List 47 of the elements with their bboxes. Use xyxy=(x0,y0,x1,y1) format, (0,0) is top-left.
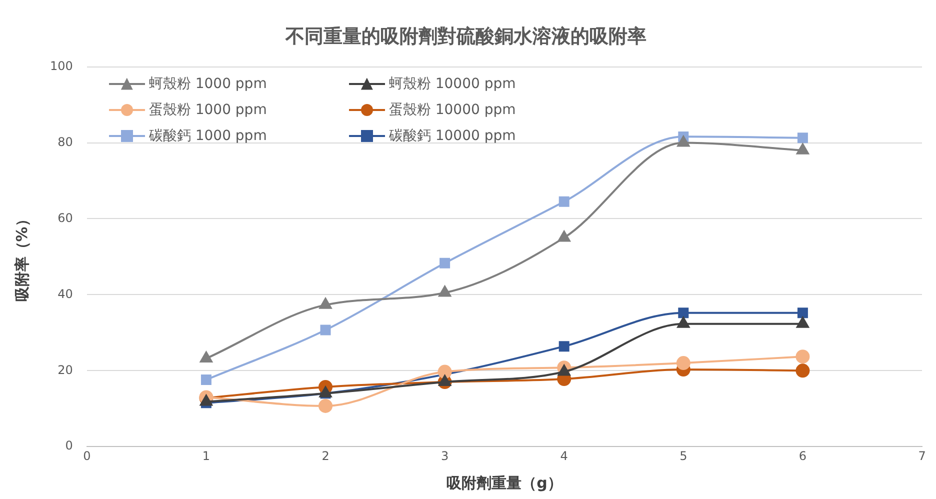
x-tick-label: 5 xyxy=(680,448,688,463)
point xyxy=(677,136,690,147)
x-tick-label: 7 xyxy=(918,448,926,463)
point xyxy=(796,350,810,364)
point xyxy=(796,143,809,154)
point xyxy=(438,286,451,297)
x-tick-label: 4 xyxy=(560,448,568,463)
point xyxy=(200,351,212,362)
point xyxy=(558,230,570,242)
x-tick-label: 2 xyxy=(322,448,330,463)
x-tick-label: 1 xyxy=(202,448,210,463)
point xyxy=(796,364,810,378)
x-tick-label: 6 xyxy=(798,448,807,463)
chart-title: 不同重量的吸附劑對硫酸銅水溶液的吸附率 xyxy=(284,25,646,48)
y-tick-label: 60 xyxy=(58,210,73,225)
point xyxy=(797,132,808,144)
x-tick-label: 3 xyxy=(440,448,449,463)
point xyxy=(319,298,332,309)
x-tick-label: 0 xyxy=(83,448,91,463)
point xyxy=(320,324,331,336)
x-axis-title: 吸附劑重量（g） xyxy=(446,474,562,492)
point xyxy=(678,308,689,318)
point xyxy=(677,316,690,328)
y-tick-label: 40 xyxy=(58,286,73,301)
y-tick-label: 20 xyxy=(58,362,73,377)
point xyxy=(797,308,808,318)
point xyxy=(676,356,690,370)
legend-label: 碳酸鈣 10000 ppm xyxy=(388,126,516,145)
point xyxy=(200,374,212,385)
y-tick-label: 0 xyxy=(65,438,73,453)
point xyxy=(558,364,570,376)
point xyxy=(200,394,212,406)
legend-label: 蚵殼粉 10000 ppm xyxy=(388,74,516,93)
legend-label: 碳酸鈣 1000 ppm xyxy=(148,126,267,145)
legend-label: 蛋殼粉 1000 ppm xyxy=(148,100,267,119)
point xyxy=(438,364,452,379)
y-tick-label: 100 xyxy=(50,58,73,73)
legend-label: 蛋殼粉 10000 ppm xyxy=(388,100,516,119)
y-axis-title: 吸附率（%） xyxy=(12,212,31,302)
legend-label: 蚵殼粉 1000 ppm xyxy=(148,74,267,93)
point xyxy=(558,196,570,207)
point xyxy=(318,398,333,413)
point xyxy=(438,375,451,386)
y-tick-label: 80 xyxy=(58,134,73,149)
point xyxy=(440,258,450,268)
point xyxy=(796,316,809,328)
point xyxy=(558,341,570,352)
